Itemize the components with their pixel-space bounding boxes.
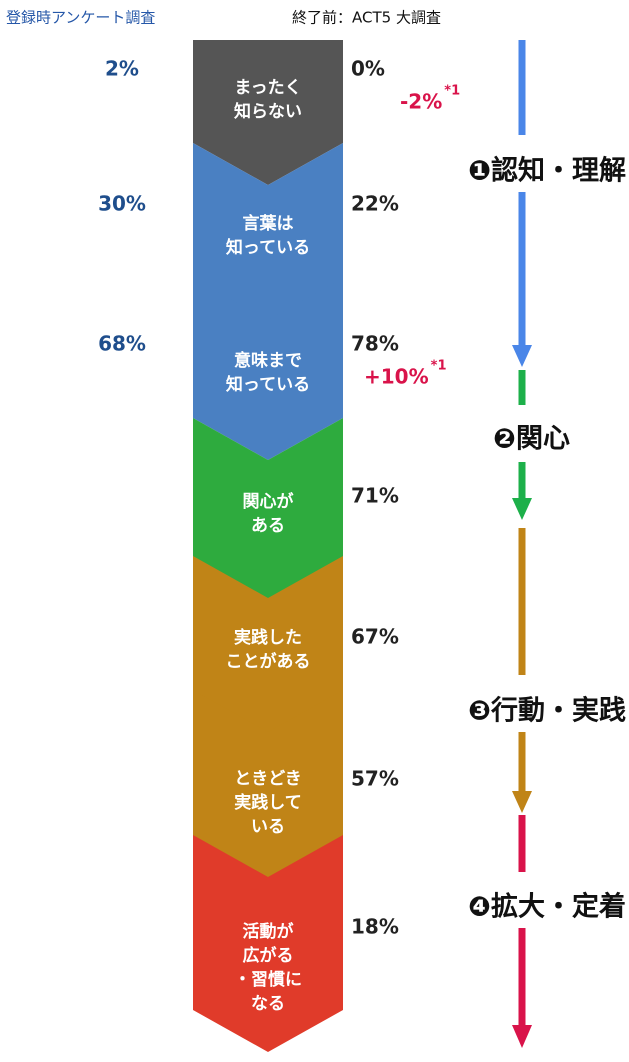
phase-label: ❸行動・実践 xyxy=(468,695,626,727)
phase-label: ❷関心 xyxy=(493,424,570,455)
chevron xyxy=(193,690,343,880)
header-before: 登録時アンケート調査 xyxy=(6,9,155,27)
change-value: +10% xyxy=(364,365,429,389)
after-value: 22% xyxy=(351,192,399,216)
stage-label: 関心が xyxy=(243,491,294,512)
before-value: 68% xyxy=(98,332,146,356)
phase-label: ❹拡大・定着 xyxy=(468,891,626,923)
stage-label: 知っている xyxy=(225,374,310,395)
stage-label: 実践した xyxy=(234,627,302,648)
chevron xyxy=(193,143,343,325)
change-note: *1 xyxy=(444,84,460,99)
stage-label: ある xyxy=(251,516,285,536)
after-value: 67% xyxy=(351,625,399,649)
after-value: 18% xyxy=(351,915,399,939)
stage-label: 活動が xyxy=(243,921,294,942)
after-value: 57% xyxy=(351,767,399,791)
arrow-head xyxy=(512,1025,532,1048)
chevron xyxy=(193,556,343,740)
stage-label: 広がる xyxy=(243,945,294,966)
after-value: 78% xyxy=(351,332,399,356)
arrow-head xyxy=(512,791,532,813)
stage-label: 言葉は xyxy=(243,213,294,234)
phase-label: ❶認知・理解 xyxy=(468,155,626,187)
stage-label: 知っている xyxy=(225,237,310,258)
stage-label: 意味まで xyxy=(234,350,302,371)
arrow-head xyxy=(512,345,532,367)
change-value: -2% xyxy=(400,90,442,114)
stage-label: ことがある xyxy=(226,651,311,672)
stage-label: なる xyxy=(251,994,285,1014)
header-after: 終了前：ACT5 大調査 xyxy=(292,9,441,27)
chevron xyxy=(193,418,343,600)
arrow-head xyxy=(512,498,532,520)
stage-label: いる xyxy=(251,817,285,837)
change-note: *1 xyxy=(431,359,447,374)
before-value: 30% xyxy=(98,192,146,216)
after-value: 71% xyxy=(351,484,399,508)
stage-label: 知らない xyxy=(233,101,302,122)
stage-label: ときどき xyxy=(234,769,302,789)
after-value: 0% xyxy=(351,57,385,81)
stage-label: 実践して xyxy=(234,792,302,813)
phase-arrows xyxy=(512,40,532,1048)
chevron xyxy=(193,40,343,185)
chevron xyxy=(193,278,343,460)
stage-label: まったく xyxy=(234,78,301,98)
chevron xyxy=(193,835,343,1052)
before-value: 2% xyxy=(105,57,139,81)
stage-label: ・習慣に xyxy=(234,969,302,990)
